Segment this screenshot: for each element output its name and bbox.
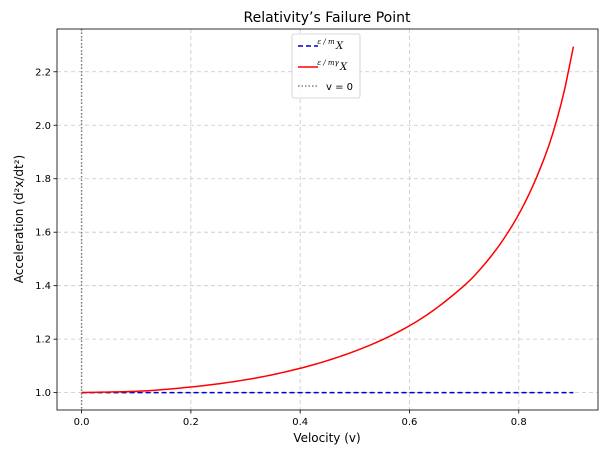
y-tick-label: 2.2	[35, 67, 51, 78]
x-tick-label: 0.4	[292, 417, 308, 428]
y-tick-label: 1.2	[35, 335, 51, 346]
y-tick-label: 2.0	[35, 121, 51, 132]
y-tick-label: 1.0	[35, 388, 51, 399]
x-tick-label: 0.8	[511, 417, 527, 428]
y-tick-label: 1.4	[35, 281, 51, 292]
y-tick-label: 1.8	[35, 174, 51, 185]
legend: ε / m X ε / mγ X v = 0	[291, 33, 361, 99]
legend-var-series-2: X	[339, 62, 348, 73]
x-ticks: 0.0 0.2 0.4 0.6 0.8	[74, 410, 527, 428]
y-tick-label: 1.6	[35, 228, 51, 239]
chart-title: Relativity’s Failure Point	[244, 10, 411, 26]
y-ticks: 1.0 1.2 1.4 1.6 1.8 2.0 2.2	[35, 67, 57, 399]
x-tick-label: 0.0	[74, 417, 90, 428]
legend-label-vline: v = 0	[326, 82, 353, 93]
x-axis-label: Velocity (v)	[293, 431, 360, 445]
x-tick-label: 0.6	[402, 417, 418, 428]
plot-frame	[56, 28, 599, 411]
legend-var-series-1: X	[335, 41, 344, 52]
y-axis-label: Acceleration (d²x/dt²)	[12, 155, 26, 283]
legend-box	[291, 33, 361, 99]
plot-lines	[80, 29, 575, 410]
legend-frac-series-2: ε / mγ	[317, 59, 339, 67]
legend-frac-series-1: ε / m	[317, 38, 335, 46]
series-line-2	[81, 46, 575, 394]
x-tick-label: 0.2	[183, 417, 199, 428]
